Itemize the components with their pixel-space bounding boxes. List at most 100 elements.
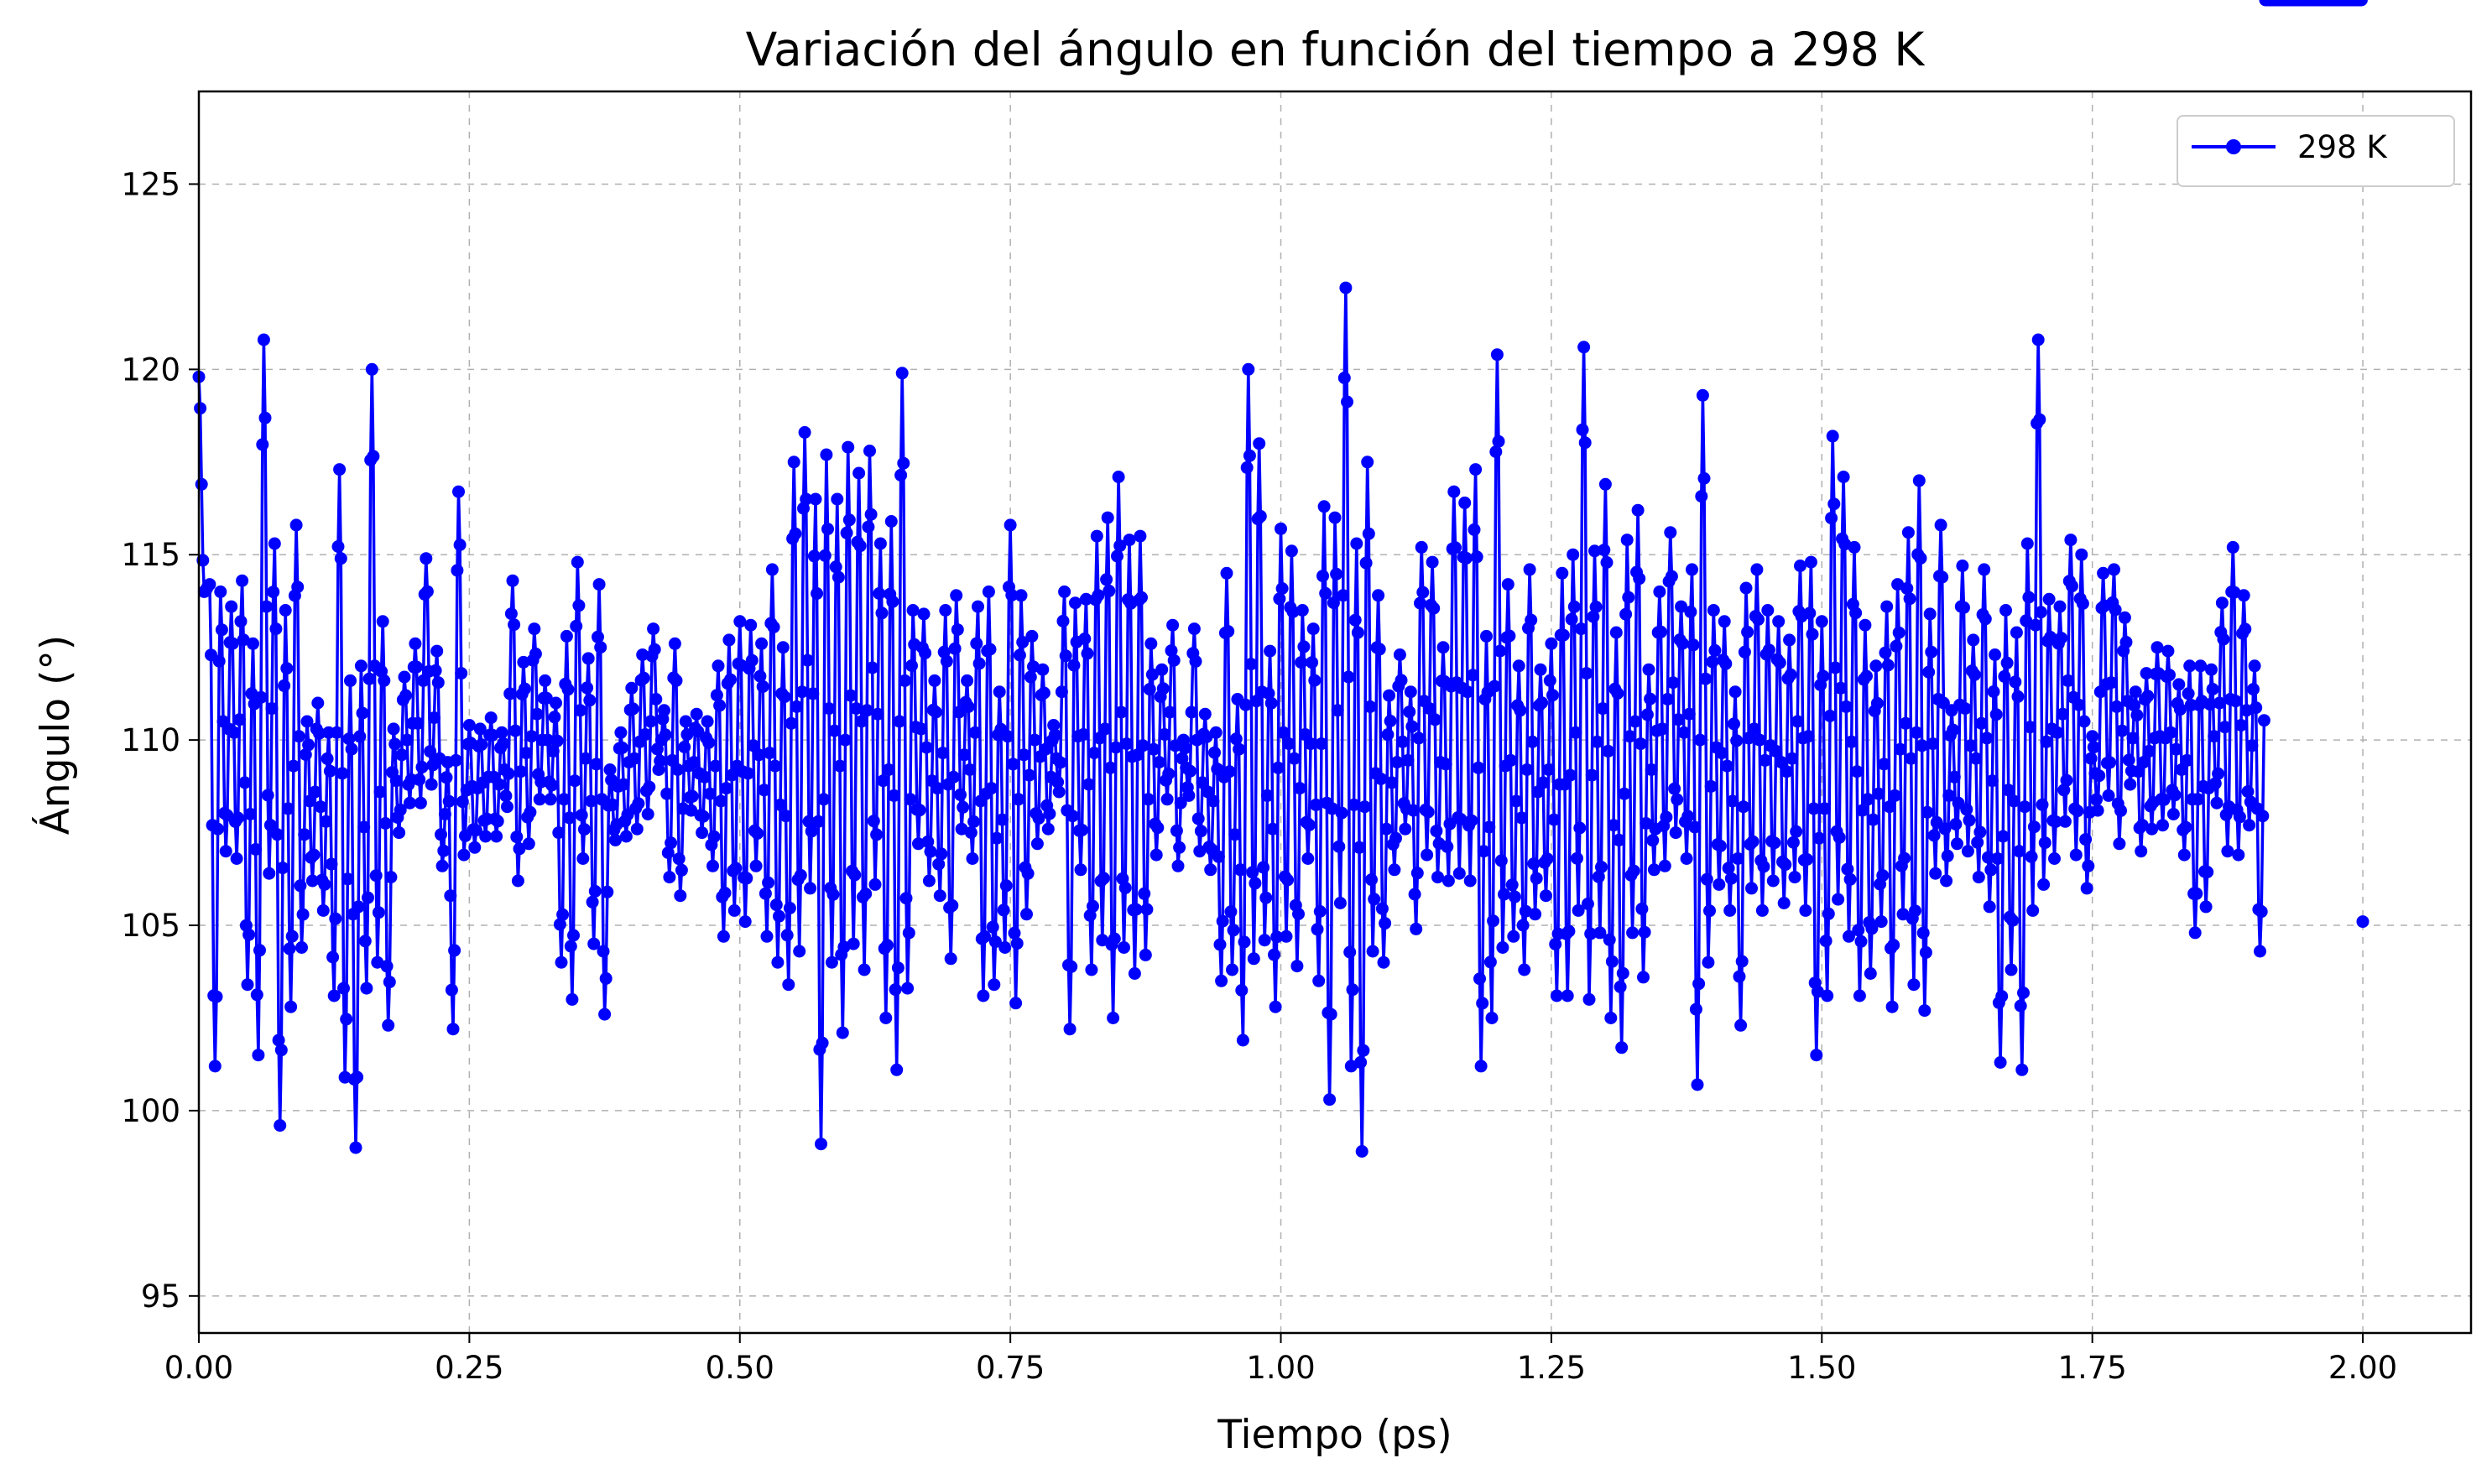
- data-point: [195, 477, 208, 491]
- data-point: [409, 637, 422, 650]
- data-point: [540, 691, 553, 705]
- data-point: [1640, 817, 1653, 830]
- data-point: [1123, 534, 1136, 547]
- data-point: [2135, 845, 2148, 858]
- data-point: [609, 833, 622, 846]
- data-point: [1638, 925, 1651, 939]
- data-point: [263, 867, 276, 880]
- data-point: [1653, 585, 1666, 598]
- data-point: [414, 796, 427, 810]
- data-point: [720, 782, 733, 795]
- data-point: [867, 815, 880, 828]
- data-point: [252, 1049, 265, 1062]
- data-point: [420, 585, 434, 598]
- data-point: [964, 826, 978, 839]
- data-point: [1925, 645, 1938, 659]
- data-point: [1296, 604, 1309, 617]
- data-point: [1489, 445, 1503, 458]
- data-point: [1487, 914, 1500, 928]
- data-point: [1490, 348, 1504, 362]
- data-point: [1078, 633, 1092, 645]
- data-point: [1576, 423, 1589, 436]
- data-point: [946, 898, 959, 912]
- data-point: [506, 574, 519, 587]
- data-point: [614, 726, 628, 739]
- data-point: [863, 445, 876, 457]
- data-point: [849, 702, 863, 716]
- data-point: [1498, 888, 1510, 901]
- data-point: [2057, 784, 2071, 797]
- data-point: [453, 539, 467, 551]
- data-point: [858, 963, 871, 976]
- data-point: [1135, 591, 1148, 604]
- data-point: [1501, 578, 1514, 591]
- data-point: [435, 859, 449, 872]
- data-point: [643, 780, 656, 794]
- data-point: [457, 848, 471, 862]
- data-point: [1565, 612, 1578, 626]
- data-point: [668, 637, 681, 650]
- data-point: [899, 892, 913, 905]
- data-point: [894, 468, 908, 482]
- data-point: [679, 715, 692, 728]
- data-point: [1818, 802, 1831, 815]
- data-point: [502, 767, 515, 780]
- data-point: [1545, 637, 1558, 650]
- data-point: [983, 643, 997, 656]
- data-point: [1184, 764, 1196, 778]
- data-point: [1779, 858, 1792, 872]
- data-point: [1520, 763, 1534, 776]
- data-point: [724, 673, 737, 686]
- data-point: [2082, 859, 2095, 872]
- data-point: [1888, 789, 1901, 802]
- data-point: [860, 704, 873, 717]
- data-point: [1926, 737, 1939, 751]
- data-point: [2013, 845, 2026, 858]
- data-point: [323, 764, 336, 778]
- data-point: [1859, 618, 1872, 632]
- data-point: [1469, 463, 1483, 476]
- data-point: [1483, 820, 1496, 834]
- data-point: [1660, 810, 1673, 824]
- data-point: [340, 1013, 353, 1026]
- data-point: [1151, 821, 1165, 835]
- data-point: [1637, 971, 1650, 984]
- data-point: [1752, 612, 1765, 626]
- data-point: [1514, 704, 1527, 717]
- x-axis-label: Tiempo (ps): [1217, 1412, 1452, 1458]
- data-point: [2058, 815, 2072, 828]
- data-point: [1097, 872, 1110, 885]
- data-point: [1139, 948, 1152, 961]
- data-point: [842, 513, 856, 527]
- data-point: [1989, 708, 2003, 721]
- data-point: [1692, 977, 1706, 991]
- data-point: [1281, 873, 1295, 887]
- data-point: [767, 621, 780, 633]
- data-point: [1596, 702, 1609, 716]
- data-point: [1773, 656, 1786, 669]
- data-point: [762, 876, 775, 889]
- data-point: [1912, 474, 1926, 487]
- data-point: [1578, 436, 1592, 450]
- data-point: [1008, 926, 1021, 940]
- data-point: [2036, 798, 2049, 811]
- data-point: [1254, 509, 1267, 523]
- data-point: [237, 633, 250, 647]
- data-point: [274, 1044, 288, 1057]
- data-point: [250, 988, 263, 1002]
- data-point: [877, 774, 890, 788]
- data-point: [345, 742, 358, 756]
- data-point: [1661, 693, 1674, 706]
- data-point: [2091, 804, 2104, 817]
- data-point: [1642, 663, 1655, 676]
- data-point: [2011, 690, 2025, 703]
- data-point: [882, 763, 895, 776]
- data-point: [1728, 685, 1742, 699]
- data-point: [1222, 625, 1235, 638]
- data-point: [769, 759, 782, 773]
- data-point: [522, 837, 535, 851]
- x-axis-ticks: 0.00 0.25 0.50 0.75 1.00 1.25 1.50 1.75 2.00: [164, 1333, 2397, 1386]
- data-point: [771, 955, 785, 969]
- data-point: [1138, 887, 1151, 900]
- data-point: [794, 868, 807, 882]
